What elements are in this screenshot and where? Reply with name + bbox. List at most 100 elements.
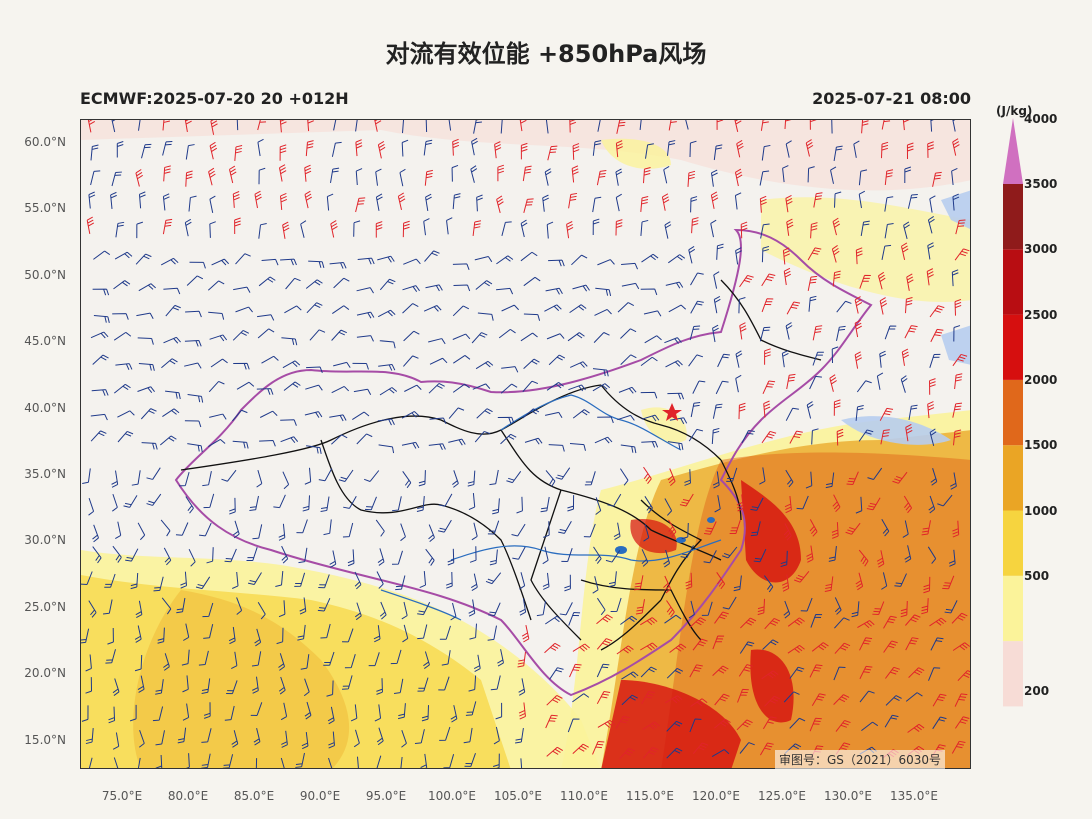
wind-barb [854, 351, 862, 369]
wind-barb [851, 601, 860, 618]
wind-barb [377, 418, 395, 426]
wind-barb [403, 258, 421, 265]
wind-barb [750, 521, 761, 537]
wind-barb [828, 546, 837, 562]
wind-barb [392, 496, 402, 512]
wind-barb [664, 221, 672, 239]
wind-barb [112, 678, 120, 696]
wind-barb [741, 430, 755, 444]
wind-barb [832, 217, 841, 236]
lon-tick-label: 135.0°E [890, 789, 938, 803]
wind-barb [136, 312, 154, 319]
wind-barb [734, 168, 743, 187]
wind-barb [663, 165, 670, 184]
wind-barb [343, 495, 357, 509]
wind-barb [85, 728, 94, 745]
wind-barb [202, 470, 212, 487]
wind-barbs [81, 120, 970, 768]
wind-barb [561, 548, 573, 562]
wind-barb [929, 428, 937, 447]
wind-barb [160, 519, 171, 537]
wind-barb [522, 165, 532, 182]
wind-barb [450, 705, 458, 723]
wind-barb [404, 384, 422, 392]
wind-barb [789, 666, 805, 679]
wind-barb [232, 409, 248, 422]
wind-barb [861, 721, 879, 731]
wind-barb [279, 757, 286, 768]
wind-barb [927, 141, 934, 158]
wind-barb [354, 602, 362, 621]
wind-barb [685, 572, 693, 590]
wind-barb [251, 651, 262, 667]
wind-barb [546, 695, 563, 706]
wind-barb [235, 253, 251, 265]
wind-barb [356, 287, 374, 294]
wind-barb [783, 267, 792, 286]
wind-barb [352, 756, 360, 768]
wind-barb [809, 120, 817, 130]
wind-barb [641, 414, 660, 422]
wind-barb [375, 168, 382, 186]
wind-barb [180, 571, 188, 589]
wind-barb [281, 337, 298, 346]
wind-barb [900, 242, 909, 261]
wind-barb [88, 600, 97, 618]
wind-barb [211, 258, 230, 266]
wind-barb [855, 572, 864, 591]
wind-barb [555, 467, 571, 480]
wind-barb [592, 576, 599, 594]
wind-barb [402, 303, 419, 314]
wind-barb [228, 626, 236, 645]
wind-barb [428, 443, 446, 450]
wind-barb [664, 337, 682, 344]
wind-barb [619, 468, 629, 486]
wind-barb [639, 120, 648, 130]
wind-barb [810, 222, 818, 239]
wind-barb [375, 221, 383, 238]
wind-barb [546, 746, 563, 757]
wind-barb [473, 654, 481, 673]
wind-barb [596, 663, 610, 678]
wind-barb [558, 520, 572, 534]
wind-barb [160, 257, 179, 266]
wind-barb [714, 611, 729, 624]
wind-barb [905, 614, 921, 626]
lon-tick-label: 85.0°E [233, 789, 275, 803]
wind-barb [736, 139, 744, 158]
wind-barb [414, 729, 425, 744]
wind-barb [347, 549, 355, 567]
wind-barb [282, 471, 290, 490]
wind-barb [135, 600, 143, 619]
wind-barb [141, 143, 152, 159]
wind-barb [518, 678, 526, 696]
wind-barb [81, 705, 89, 722]
wind-barb [401, 601, 408, 620]
wind-barb [210, 120, 218, 135]
wind-barb [206, 547, 214, 564]
wind-barb [295, 752, 305, 768]
wind-barb [544, 304, 562, 312]
wind-barb [497, 416, 515, 424]
wind-barb [738, 297, 746, 314]
wind-barb [902, 120, 910, 131]
wind-barb [954, 716, 970, 729]
wind-barb [186, 275, 204, 286]
wind-barb [370, 755, 382, 768]
wind-barb [948, 549, 956, 567]
wind-barb [812, 325, 823, 341]
wind-barb [688, 246, 696, 264]
wind-barb [831, 522, 839, 539]
wind-barb [908, 404, 918, 421]
wind-barb [666, 600, 675, 618]
wind-barb [429, 357, 448, 365]
wind-barb [904, 166, 912, 184]
wind-barb [571, 254, 588, 266]
wind-barb [123, 495, 138, 508]
wind-barb [621, 282, 640, 290]
wind-barb [867, 467, 883, 480]
wind-barb [401, 441, 420, 449]
wind-barb [880, 429, 890, 445]
wind-barb [254, 190, 262, 209]
wind-barb [175, 522, 189, 536]
